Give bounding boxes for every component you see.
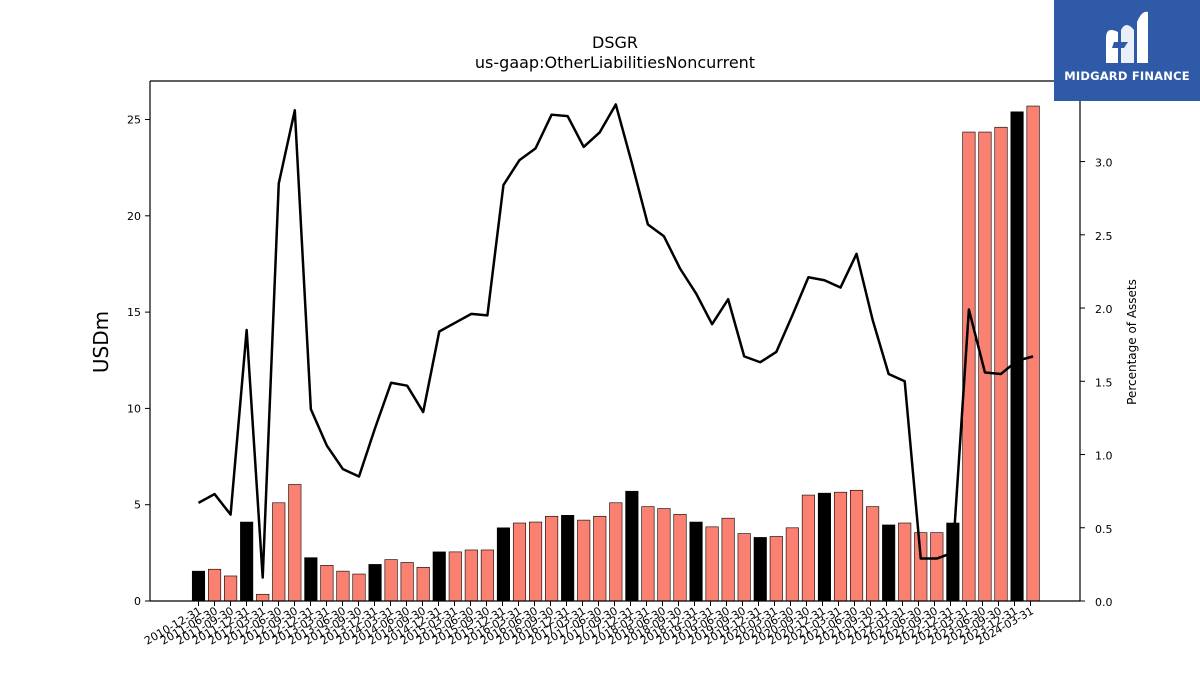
bar <box>480 549 494 602</box>
bar <box>561 514 575 602</box>
bar <box>448 551 462 602</box>
y-axis-label: USDm <box>89 311 113 373</box>
bar <box>625 490 639 602</box>
bar <box>368 564 382 602</box>
bar <box>930 532 944 602</box>
logo-text: MIDGARD FINANCE <box>1064 69 1190 83</box>
bar <box>432 551 446 602</box>
y-tick-label: 10 <box>127 402 141 415</box>
bar <box>288 484 302 602</box>
y2-tick-label: 0.5 <box>1095 523 1113 536</box>
series-line <box>197 103 1034 579</box>
bar <box>753 537 767 602</box>
bar <box>785 527 799 602</box>
bar <box>320 565 334 602</box>
bar <box>1026 105 1040 602</box>
bar <box>849 489 864 602</box>
bar <box>609 502 623 602</box>
y2-tick-label: 2.0 <box>1095 303 1113 316</box>
bar <box>400 562 414 602</box>
y-tick-label: 20 <box>127 210 141 223</box>
y2-tick-label: 2.5 <box>1095 230 1113 243</box>
y-tick-label: 15 <box>127 306 141 319</box>
bar <box>914 532 928 602</box>
bar <box>978 131 992 602</box>
bar <box>866 506 880 602</box>
bar <box>352 573 366 602</box>
bar <box>705 526 719 602</box>
y2-axis-label: Percentage of Assets <box>1125 279 1139 405</box>
chart-subtitle: us-gaap:OtherLiabilitiesNoncurrent <box>475 53 755 72</box>
bar <box>801 494 815 602</box>
bar <box>208 568 222 602</box>
bar <box>528 521 543 602</box>
bar <box>593 515 607 602</box>
line-group <box>197 103 1034 579</box>
bar <box>256 593 270 602</box>
bar <box>882 524 896 602</box>
bar <box>817 492 832 602</box>
bar <box>737 533 751 602</box>
bar <box>336 570 350 602</box>
brand-logo: MIDGARD FINANCE <box>1054 0 1200 101</box>
axes: 05101520250.00.51.01.52.02.53.02010-12-3… <box>127 80 1113 648</box>
bar <box>994 126 1008 602</box>
bar <box>464 549 478 602</box>
chart-title: DSGR <box>592 33 638 52</box>
y-tick-label: 5 <box>134 499 141 512</box>
y-tick-label: 0 <box>134 595 141 608</box>
bar <box>384 559 398 602</box>
bar <box>240 521 254 602</box>
bar <box>898 522 912 602</box>
bar <box>496 527 511 602</box>
y2-tick-label: 1.0 <box>1095 450 1113 463</box>
bar <box>673 514 687 602</box>
bar <box>769 536 783 602</box>
bar <box>545 515 559 602</box>
y2-tick-label: 0.0 <box>1095 596 1113 609</box>
bar <box>1010 111 1024 602</box>
bar-group <box>191 105 1040 602</box>
bar <box>577 519 591 602</box>
y-tick-label: 25 <box>127 114 141 127</box>
bar <box>721 517 735 602</box>
bar <box>224 575 238 602</box>
logo-mark-icon <box>1106 11 1148 63</box>
bar <box>304 557 318 602</box>
bar <box>833 491 848 602</box>
y2-tick-label: 1.5 <box>1095 376 1113 389</box>
bar <box>272 502 286 602</box>
bar <box>689 521 703 602</box>
bar <box>657 508 671 602</box>
bar <box>641 506 655 602</box>
bar <box>191 570 206 602</box>
bar <box>416 566 430 602</box>
bar <box>512 522 527 602</box>
y2-tick-label: 3.0 <box>1095 157 1113 170</box>
